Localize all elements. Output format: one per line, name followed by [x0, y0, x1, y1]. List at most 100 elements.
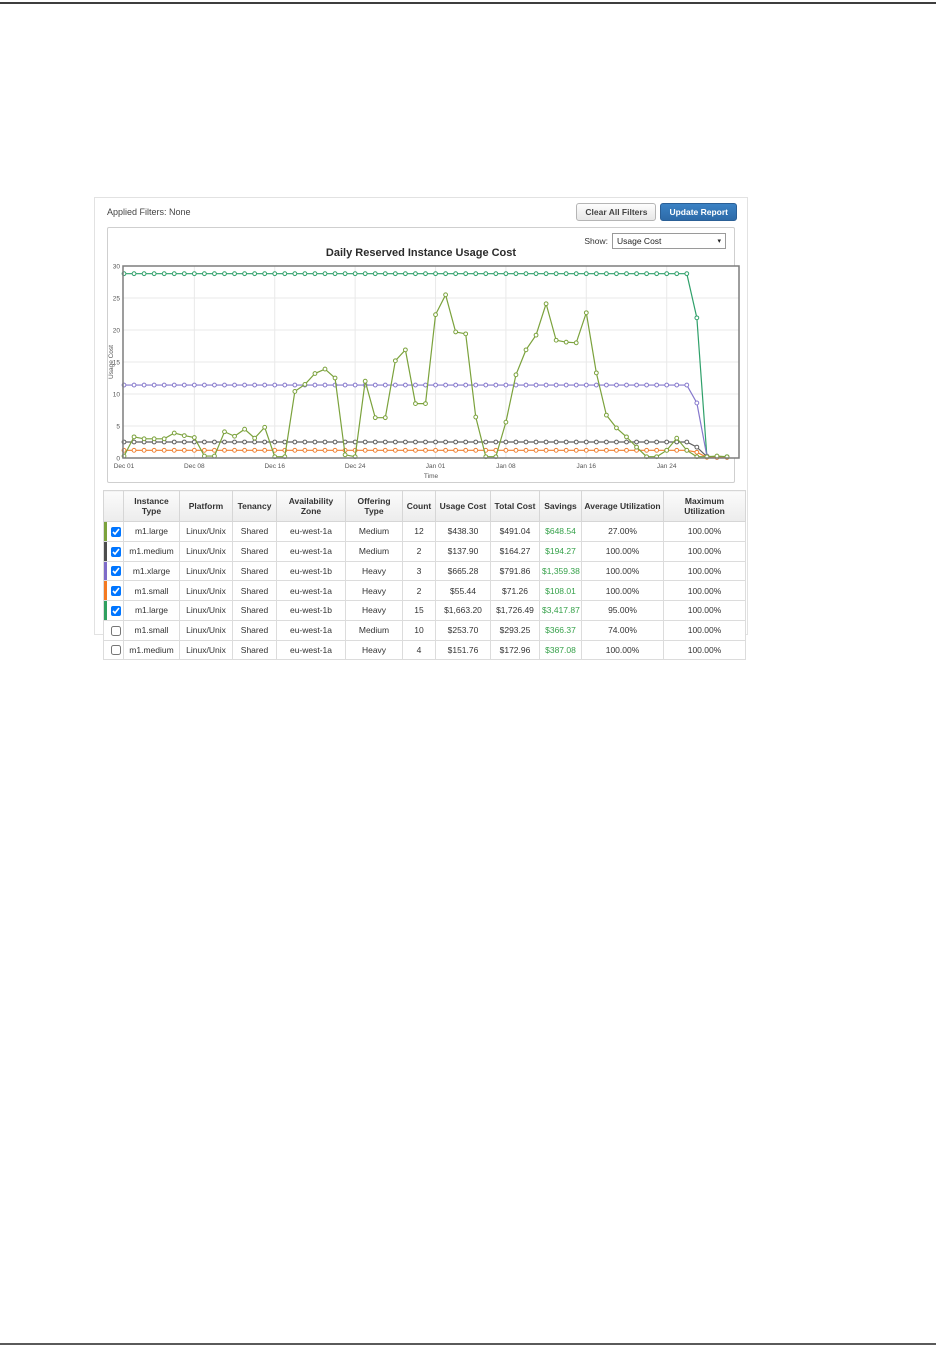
- cell-instance-type: m1.small: [123, 580, 180, 601]
- row-select-cell: [103, 600, 124, 621]
- cell-instance-type: m1.large: [123, 600, 180, 621]
- row-checkbox[interactable]: [111, 546, 121, 557]
- cell-availability-zone: eu-west-1b: [276, 560, 346, 582]
- svg-text:Jan 24: Jan 24: [657, 463, 677, 470]
- row-checkbox[interactable]: [111, 645, 121, 656]
- svg-text:30: 30: [113, 264, 121, 271]
- cell-total-cost: $491.04: [490, 521, 540, 542]
- cell-offering-type: Medium: [345, 540, 403, 562]
- cell-count: 4: [402, 639, 436, 661]
- table-row: m1.large Linux/Unix Shared eu-west-1a Medium…: [103, 521, 746, 542]
- row-select-cell: [103, 580, 124, 601]
- cell-savings: $366.37: [539, 619, 582, 641]
- cell-platform: Linux/Unix: [179, 521, 233, 542]
- row-checkbox[interactable]: [111, 566, 121, 577]
- cell-tenancy: Shared: [232, 580, 277, 601]
- column-header-count: Count: [402, 490, 436, 522]
- column-header-offering-type: Offering Type: [345, 490, 403, 522]
- svg-text:Dec 16: Dec 16: [264, 463, 285, 470]
- cell-usage-cost: $55.44: [435, 580, 491, 601]
- chart-title: Daily Reserved Instance Usage Cost: [325, 247, 517, 259]
- cell-maximum-utilization: 100.00%: [663, 600, 746, 621]
- show-dropdown[interactable]: Usage Cost ▾: [612, 233, 726, 249]
- svg-text:5: 5: [116, 424, 120, 431]
- svg-text:Jan 01: Jan 01: [426, 463, 446, 470]
- cell-platform: Linux/Unix: [179, 540, 233, 562]
- row-checkbox[interactable]: [111, 605, 121, 616]
- cell-total-cost: $164.27: [490, 540, 540, 562]
- cell-maximum-utilization: 100.00%: [663, 639, 746, 661]
- column-header-maximum-utilization: Maximum Utilization: [663, 490, 746, 522]
- cell-availability-zone: eu-west-1a: [276, 639, 346, 661]
- cell-availability-zone: eu-west-1a: [276, 580, 346, 601]
- svg-text:20: 20: [113, 328, 121, 335]
- row-checkbox[interactable]: [111, 625, 121, 636]
- series-color-bar: [104, 581, 107, 600]
- cell-tenancy: Shared: [232, 639, 277, 661]
- report-container: Applied Filters: None Clear All Filters …: [94, 197, 748, 661]
- column-header-average-utilization: Average Utilization: [581, 490, 664, 522]
- cell-total-cost: $293.25: [490, 619, 540, 641]
- cell-savings: $648.54: [539, 521, 582, 542]
- row-checkbox[interactable]: [111, 586, 121, 596]
- cell-platform: Linux/Unix: [179, 619, 233, 641]
- series-color-bar: [104, 561, 107, 580]
- column-header-availability-zone: Availability Zone: [276, 490, 346, 522]
- cell-count: 12: [402, 521, 436, 542]
- row-select-cell: [103, 560, 124, 582]
- svg-text:10: 10: [113, 392, 121, 399]
- cell-availability-zone: eu-west-1a: [276, 521, 346, 542]
- row-select-cell: [103, 619, 124, 641]
- cell-savings: $3,417.87: [539, 600, 582, 621]
- svg-text:Dec 08: Dec 08: [184, 463, 205, 470]
- cell-platform: Linux/Unix: [179, 580, 233, 601]
- svg-text:Jan 16: Jan 16: [577, 463, 597, 470]
- cell-tenancy: Shared: [232, 600, 277, 621]
- column-header-tenancy: Tenancy: [232, 490, 277, 522]
- cell-tenancy: Shared: [232, 521, 277, 542]
- x-axis-label: Time: [424, 473, 439, 480]
- cell-availability-zone: eu-west-1a: [276, 619, 346, 641]
- cell-savings: $194.27: [539, 540, 582, 562]
- cell-total-cost: $172.96: [490, 639, 540, 661]
- cell-availability-zone: eu-west-1b: [276, 600, 346, 621]
- cell-offering-type: Heavy: [345, 600, 403, 621]
- cell-usage-cost: $253.70: [435, 619, 491, 641]
- cell-usage-cost: $665.28: [435, 560, 491, 582]
- row-select-cell: [103, 521, 124, 542]
- show-dropdown-value: Usage Cost: [617, 236, 662, 246]
- cell-tenancy: Shared: [232, 619, 277, 641]
- cell-platform: Linux/Unix: [179, 560, 233, 582]
- cell-average-utilization: 100.00%: [581, 639, 664, 661]
- ri-usage-table: Instance Type Platform Tenancy Availability…: [103, 490, 746, 661]
- cell-offering-type: Heavy: [345, 639, 403, 661]
- cell-availability-zone: eu-west-1a: [276, 540, 346, 562]
- cell-average-utilization: 100.00%: [581, 580, 664, 601]
- cell-maximum-utilization: 100.00%: [663, 619, 746, 641]
- cell-instance-type: m1.small: [123, 619, 180, 641]
- cell-average-utilization: 100.00%: [581, 540, 664, 562]
- svg-text:0: 0: [116, 456, 120, 463]
- row-checkbox[interactable]: [111, 526, 121, 537]
- table-row: m1.small Linux/Unix Shared eu-west-1a Medium…: [103, 619, 746, 641]
- clear-all-filters-button[interactable]: Clear All Filters: [576, 203, 657, 221]
- cell-savings: $1,359.38: [539, 560, 582, 582]
- cell-offering-type: Medium: [345, 521, 403, 542]
- cell-total-cost: $71.26: [490, 580, 540, 601]
- series-color-bar: [104, 601, 107, 620]
- cell-total-cost: $791.86: [490, 560, 540, 582]
- cell-count: 2: [402, 540, 436, 562]
- cell-instance-type: m1.xlarge: [123, 560, 180, 582]
- show-label: Show:: [584, 236, 608, 246]
- caret-down-icon: ▾: [717, 238, 721, 245]
- select-column-header: [103, 490, 124, 522]
- cell-instance-type: m1.large: [123, 521, 180, 542]
- cell-usage-cost: $137.90: [435, 540, 491, 562]
- cell-savings: $108.01: [539, 580, 582, 601]
- table-row: m1.medium Linux/Unix Shared eu-west-1a Mediu…: [103, 540, 746, 562]
- row-select-cell: [103, 639, 124, 661]
- svg-text:25: 25: [113, 296, 121, 303]
- svg-text:Jan 08: Jan 08: [496, 463, 516, 470]
- update-report-button[interactable]: Update Report: [660, 203, 737, 221]
